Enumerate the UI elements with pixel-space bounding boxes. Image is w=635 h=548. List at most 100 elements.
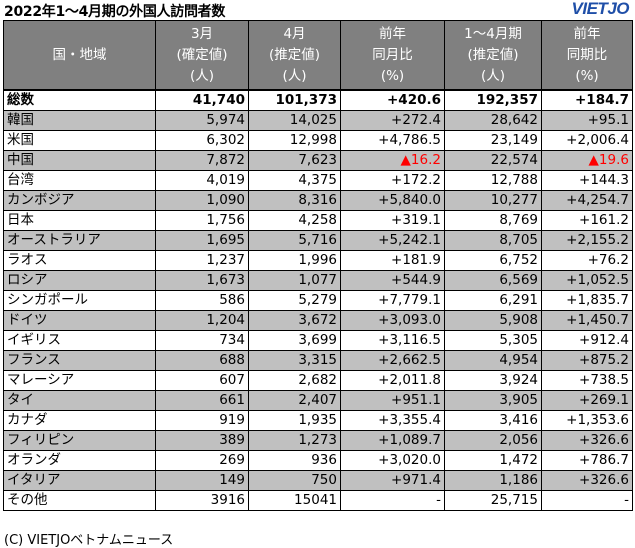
cell-jan-apr: 8,769 [444, 210, 542, 231]
cell-jan-apr: 22,574 [444, 150, 542, 171]
cell-yoy-month: ▲16.2 [340, 150, 445, 171]
cell-yoy-period: +326.6 [541, 470, 633, 491]
table-title: 2022年1～4月期の外国人訪問者数 [4, 4, 226, 20]
cell-yoy-period: +161.2 [541, 210, 633, 231]
header-line: 3月 [190, 25, 214, 42]
cell-march: 919 [155, 410, 249, 431]
cell-jan-apr: 6,291 [444, 290, 542, 311]
cell-yoy-period: +2,006.4 [541, 130, 633, 151]
cell-april: 1,077 [248, 270, 341, 291]
cell-yoy-period: +1,450.7 [541, 310, 633, 331]
cell-march: 4,019 [155, 170, 249, 191]
cell-yoy-month: - [340, 490, 445, 511]
cell-yoy-period: +875.2 [541, 350, 633, 371]
cell-yoy-month: +3,355.4 [340, 410, 445, 431]
table-row: マレーシア 607 2,682 +2,011.8 3,924 +738.5 [3, 370, 633, 391]
cell-jan-apr: 3,416 [444, 410, 542, 431]
cell-country: フィリピン [3, 430, 156, 451]
cell-jan-apr: 5,908 [444, 310, 542, 331]
cell-march: 6,302 [155, 130, 249, 151]
cell-march: 1,695 [155, 230, 249, 251]
cell-march: 1,673 [155, 270, 249, 291]
cell-jan-apr: 1,186 [444, 470, 542, 491]
cell-yoy-period: +95.1 [541, 110, 633, 131]
cell-yoy-period: +144.3 [541, 170, 633, 191]
header-line: (%) [575, 67, 599, 84]
cell-march: 607 [155, 370, 249, 391]
cell-yoy-month: +544.9 [340, 270, 445, 291]
cell-yoy-month: +7,779.1 [340, 290, 445, 311]
cell-april: 14,025 [248, 110, 341, 131]
cell-yoy-month: +3,116.5 [340, 330, 445, 351]
table-row: カンボジア 1,090 8,316 +5,840.0 10,277 +4,254.7 [3, 190, 633, 211]
cell-country: カンボジア [3, 190, 156, 211]
cell-yoy-month: +272.4 [340, 110, 445, 131]
cell-april: 1,996 [248, 250, 341, 271]
cell-yoy-period: +738.5 [541, 370, 633, 391]
header-line: 国・地域 [52, 46, 107, 63]
header-line: (推定値) [467, 46, 519, 63]
table-row: カナダ 919 1,935 +3,355.4 3,416 +1,353.6 [3, 410, 633, 431]
cell-march: 41,740 [155, 89, 249, 111]
header-line: 4月 [283, 25, 306, 42]
cell-jan-apr: 4,954 [444, 350, 542, 371]
cell-yoy-month: +5,242.1 [340, 230, 445, 251]
cell-yoy-month: +5,840.0 [340, 190, 445, 211]
table-row: イタリア 149 750 +971.4 1,186 +326.6 [3, 470, 633, 491]
cell-april: 2,407 [248, 390, 341, 411]
cell-country: タイ [3, 390, 156, 411]
table-row: イギリス 734 3,699 +3,116.5 5,305 +912.4 [3, 330, 633, 351]
header-line: 同月比 [372, 46, 413, 63]
cell-yoy-month: +1,089.7 [340, 430, 445, 451]
table-row: 日本 1,756 4,258 +319.1 8,769 +161.2 [3, 210, 633, 231]
cell-april: 3,315 [248, 350, 341, 371]
cell-country: 日本 [3, 210, 156, 231]
cell-yoy-period: - [541, 490, 633, 511]
cell-yoy-period: +1,835.7 [541, 290, 633, 311]
cell-april: 12,998 [248, 130, 341, 151]
cell-country: ロシア [3, 270, 156, 291]
cell-yoy-month: +3,093.0 [340, 310, 445, 331]
cell-yoy-period: +269.1 [541, 390, 633, 411]
column-header-april: 4月 (推定値) (人) [248, 20, 341, 91]
cell-jan-apr: 5,305 [444, 330, 542, 351]
table-row: ロシア 1,673 1,077 +544.9 6,569 +1,052.5 [3, 270, 633, 291]
title-bar: 2022年1～4月期の外国人訪問者数 VIETJO [0, 0, 635, 20]
cell-april: 7,623 [248, 150, 341, 171]
cell-yoy-period: +1,353.6 [541, 410, 633, 431]
cell-april: 4,258 [248, 210, 341, 231]
cell-jan-apr: 8,705 [444, 230, 542, 251]
header-row: 国・地域 3月 (確定値) (人) 4月 (推定値) (人) 前年 同月比 (%… [3, 20, 633, 91]
cell-march: 5,974 [155, 110, 249, 131]
cell-jan-apr: 28,642 [444, 110, 542, 131]
cell-yoy-month: +2,011.8 [340, 370, 445, 391]
table-row: ラオス 1,237 1,996 +181.9 6,752 +76.2 [3, 250, 633, 271]
cell-jan-apr: 23,149 [444, 130, 542, 151]
header-line: 前年 [379, 25, 406, 42]
cell-march: 3916 [155, 490, 249, 511]
table-row: 中国 7,872 7,623 ▲16.2 22,574 ▲19.6 [3, 150, 633, 171]
cell-april: 5,716 [248, 230, 341, 251]
cell-country: その他 [3, 490, 156, 511]
visitor-statistics-table: 国・地域 3月 (確定値) (人) 4月 (推定値) (人) 前年 同月比 (%… [3, 20, 633, 511]
cell-country: ラオス [3, 250, 156, 271]
cell-march: 586 [155, 290, 249, 311]
cell-april: 4,375 [248, 170, 341, 191]
cell-jan-apr: 12,788 [444, 170, 542, 191]
cell-april: 750 [248, 470, 341, 491]
cell-country: 韓国 [3, 110, 156, 131]
table-row: シンガポール 586 5,279 +7,779.1 6,291 +1,835.7 [3, 290, 633, 311]
table-row: オランダ 269 936 +3,020.0 1,472 +786.7 [3, 450, 633, 471]
vietjo-logo: VIETJO [571, 0, 630, 18]
column-header-march: 3月 (確定値) (人) [155, 20, 249, 91]
cell-country: 米国 [3, 130, 156, 151]
header-line: (%) [380, 67, 405, 84]
cell-country: カナダ [3, 410, 156, 431]
table-row: その他 3916 15041-25,715- [3, 490, 633, 511]
cell-yoy-month: +181.9 [340, 250, 445, 271]
cell-jan-apr: 3,905 [444, 390, 542, 411]
cell-country: 総数 [3, 89, 156, 111]
copyright-footer: (C) VIETJOベトナムニュース [4, 533, 174, 548]
header-line: 1～4月期 [464, 25, 522, 42]
cell-jan-apr: 10,277 [444, 190, 542, 211]
